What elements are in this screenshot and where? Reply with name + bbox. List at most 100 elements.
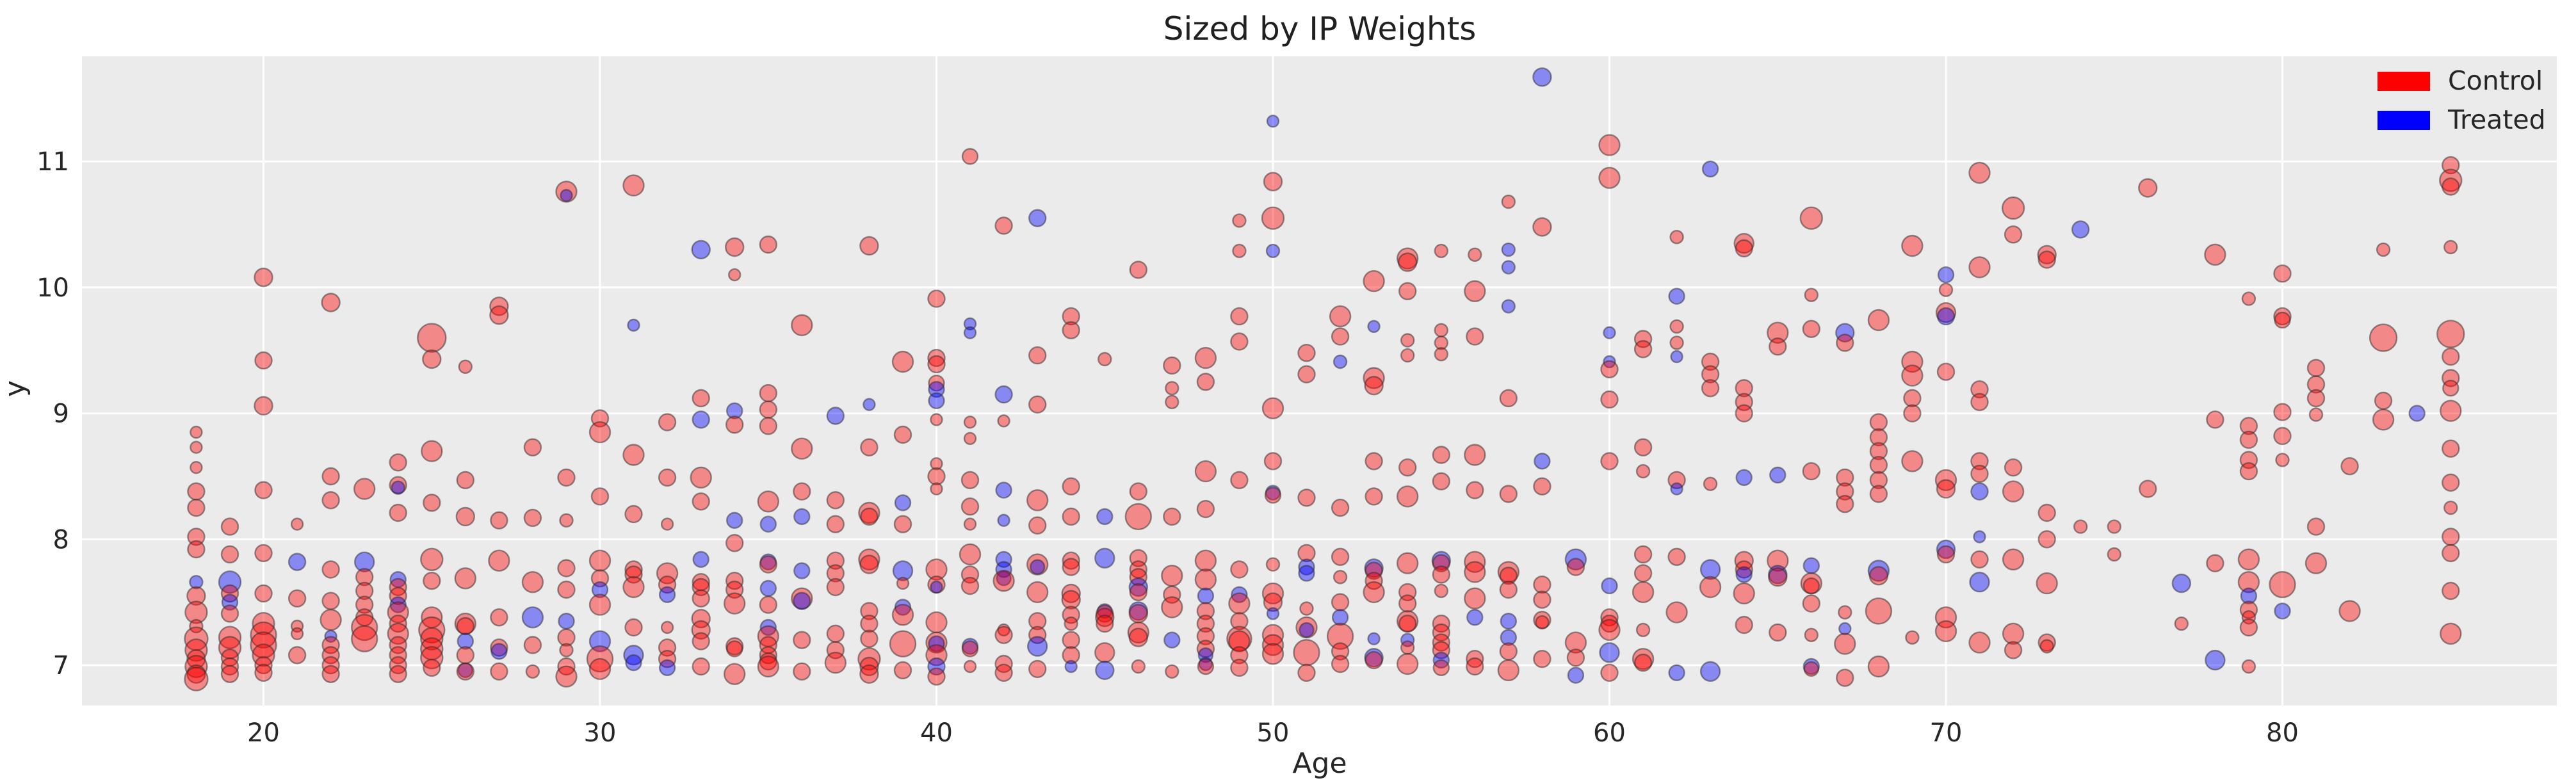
data-point-control	[1331, 642, 1350, 661]
data-point-treated	[658, 586, 676, 603]
data-point-control	[927, 348, 946, 367]
data-point-control	[1499, 642, 1518, 661]
data-point-treated	[1599, 642, 1620, 663]
data-point-control	[1968, 256, 1991, 278]
data-points	[184, 67, 2465, 691]
data-point-control	[1970, 452, 1989, 471]
data-point-treated	[1265, 243, 1281, 259]
data-point-control	[1535, 615, 1550, 630]
data-point-treated	[997, 513, 1010, 527]
data-point-control	[189, 618, 204, 634]
data-point-control	[355, 581, 374, 601]
data-point-control	[389, 586, 407, 605]
data-point-control	[1299, 601, 1314, 616]
data-point-control	[1970, 392, 1989, 412]
data-point-control	[1163, 507, 1181, 526]
data-point-control	[2442, 528, 2460, 546]
data-point-control	[1397, 252, 1418, 272]
data-point-control	[1331, 547, 1350, 566]
data-point-control	[925, 611, 948, 634]
data-point-control	[927, 467, 946, 486]
data-point-control	[1398, 282, 1417, 300]
data-point-treated	[1298, 558, 1315, 576]
data-point-treated	[1198, 656, 1213, 672]
data-point-control	[588, 549, 612, 572]
data-point-control	[1803, 661, 1820, 677]
data-point-control	[590, 487, 610, 506]
data-point-control	[1365, 572, 1383, 590]
data-point-control	[2273, 264, 2292, 283]
data-point-control	[1400, 348, 1415, 363]
data-point-control	[1635, 464, 1651, 479]
data-point-control	[2436, 319, 2465, 348]
data-point-control	[1398, 458, 1417, 477]
data-point-control	[489, 305, 509, 325]
data-point-treated	[2408, 405, 2426, 422]
data-point-control	[1026, 489, 1049, 512]
data-point-treated	[1400, 633, 1415, 647]
data-point-control	[891, 604, 914, 626]
data-point-control	[1062, 507, 1080, 526]
data-point-control	[1365, 452, 1383, 471]
data-point-control	[859, 664, 879, 684]
data-point-control	[826, 515, 845, 533]
data-point-treated	[558, 613, 575, 630]
data-point-treated	[1699, 661, 1721, 682]
data-point-control	[1533, 590, 1551, 609]
data-point-control	[1533, 575, 1551, 594]
data-point-control	[588, 593, 612, 616]
data-point-control	[1499, 567, 1518, 585]
data-point-treated	[591, 581, 609, 599]
data-point-treated	[490, 643, 508, 660]
data-point-control	[858, 501, 880, 524]
data-point-control	[1062, 307, 1080, 326]
data-point-control	[1124, 503, 1153, 531]
data-point-control	[1230, 471, 1249, 490]
data-point-control	[1703, 476, 1718, 491]
data-point-treated	[963, 326, 977, 339]
data-point-control	[1669, 319, 1684, 334]
data-point-control	[1767, 549, 1789, 572]
data-point-control	[420, 645, 444, 670]
data-point-treated	[1668, 287, 1685, 305]
data-point-control	[660, 517, 674, 531]
data-point-control	[1701, 352, 1720, 371]
data-point-control	[1804, 627, 1819, 642]
data-point-control	[759, 400, 778, 419]
data-point-control	[757, 655, 780, 678]
data-point-control	[858, 548, 880, 570]
data-point-control	[490, 511, 508, 529]
data-point-control	[2037, 530, 2056, 549]
data-point-treated	[1769, 466, 1786, 484]
data-point-control	[927, 667, 946, 686]
data-point-control	[1699, 576, 1722, 599]
data-point-treated	[995, 481, 1012, 499]
data-point-control	[2037, 250, 2056, 269]
data-point-control	[1936, 545, 1956, 564]
data-point-control	[1028, 659, 1047, 679]
data-point-control	[1196, 373, 1215, 391]
data-point-control	[1869, 413, 1888, 432]
data-point-control	[422, 349, 442, 369]
data-point-control	[1598, 166, 1621, 189]
data-point-treated	[1699, 559, 1721, 580]
data-point-control	[1028, 516, 1047, 535]
data-point-control	[1263, 172, 1283, 191]
data-point-control	[1970, 380, 1989, 399]
data-point-control	[1497, 659, 1520, 682]
data-point-control	[1869, 428, 1888, 447]
data-point-control	[490, 638, 508, 657]
data-point-control	[891, 350, 914, 373]
data-point-control	[320, 609, 342, 631]
data-point-treated	[1500, 629, 1518, 646]
data-point-control	[1194, 569, 1217, 591]
data-point-control	[190, 461, 203, 474]
data-point-control	[2442, 544, 2460, 563]
data-point-treated	[1735, 566, 1753, 583]
data-point-control	[220, 665, 239, 684]
data-point-control	[622, 444, 645, 466]
data-point-control	[2239, 462, 2258, 481]
data-point-control	[1432, 623, 1451, 642]
data-point-control	[2037, 633, 2056, 652]
